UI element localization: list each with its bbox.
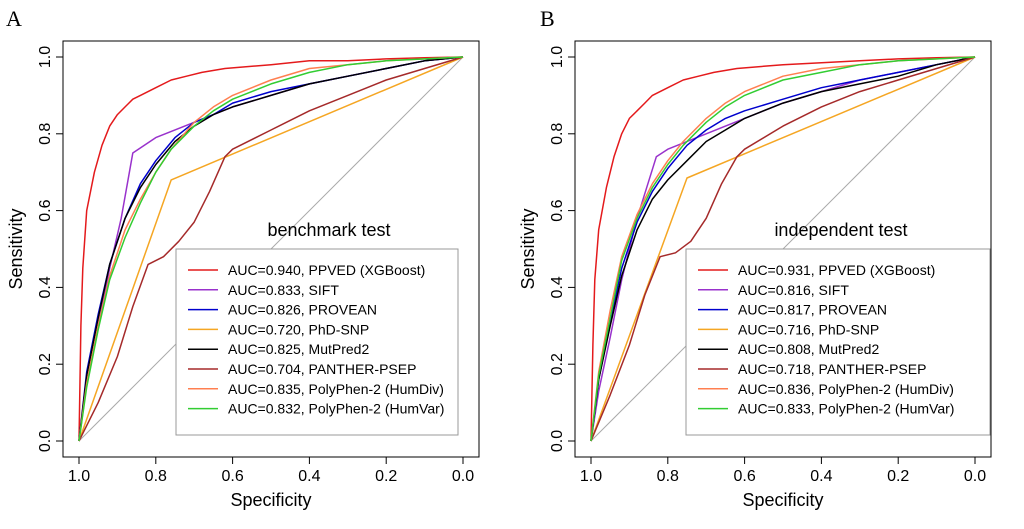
legend-entry: AUC=0.825, MutPred2 — [228, 341, 369, 357]
legend-entry: AUC=0.716, PhD-SNP — [738, 321, 879, 337]
panel-a-letter: A — [6, 6, 22, 31]
y-tick-label: 0.6 — [37, 199, 54, 221]
panel-b-y-axis: 0.0 0.2 0.4 0.6 0.8 1.0 — [549, 46, 575, 452]
panel-a-y-axis-title: Sensitivity — [6, 208, 26, 289]
x-tick-label: 0.0 — [452, 468, 474, 485]
panel-b-legend-box — [685, 248, 991, 436]
panel-b-annotation: independent test — [774, 220, 907, 240]
x-tick-label: 0.6 — [221, 468, 243, 485]
legend-entry: AUC=0.835, PolyPhen-2 (HumDiv) — [228, 381, 444, 397]
panel-b: B 1.0 0.8 0.6 0.4 0.2 0.0 0.00.20.40.60.81.0 … — [518, 6, 992, 510]
roc-curve-4 — [590, 56, 976, 442]
roc-curve-0 — [78, 56, 464, 442]
roc-curve-3 — [590, 56, 976, 442]
y-tick-label: 1.0 — [37, 46, 54, 68]
y-tick-label: 0.8 — [37, 123, 54, 145]
panel-a-y-axis: 0.0 0.2 0.4 0.6 0.8 1.0 — [37, 46, 63, 452]
legend-entry: AUC=0.832, PolyPhen-2 (HumVar) — [228, 401, 444, 417]
legend-entry: AUC=0.931, PPVED (XGBoost) — [738, 262, 935, 278]
panel-b-curves — [590, 56, 976, 442]
y-tick-label: 0.0 — [37, 430, 54, 452]
panel-a-legend: AUC=0.940, PPVED (XGBoost) AUC=0.833, SIF… — [175, 248, 459, 436]
legend-entry: AUC=0.836, PolyPhen-2 (HumDiv) — [738, 381, 954, 397]
y-tick-label: 0.4 — [37, 276, 54, 298]
x-tick-label: 0.8 — [657, 468, 679, 485]
roc-curve-2 — [590, 56, 976, 442]
x-tick-label: 0.0 — [964, 468, 986, 485]
legend-entry: AUC=0.808, MutPred2 — [738, 341, 879, 357]
legend-entry: AUC=0.833, SIFT — [228, 282, 339, 298]
panel-b-x-axis: 1.0 0.8 0.6 0.4 0.2 0.0 — [580, 457, 986, 485]
panel-a-x-axis-title: Specificity — [230, 490, 311, 510]
legend-entry: AUC=0.720, PhD-SNP — [228, 321, 369, 337]
legend-entry: AUC=0.817, PROVEAN — [738, 302, 887, 318]
panel-a: A 1.0 0.8 0.6 0.4 0.2 0.0 0.00.20.40.60.81.0 … — [6, 6, 480, 510]
legend-entry: AUC=0.704, PANTHER-PSEP — [228, 361, 416, 377]
y-tick-label: 0.2 — [37, 353, 54, 375]
roc-curve-3 — [78, 56, 464, 442]
panel-a-annotation: benchmark test — [267, 220, 390, 240]
roc-curve-7 — [590, 56, 976, 442]
panel-a-x-axis: 1.0 0.8 0.6 0.4 0.2 0.0 — [68, 457, 474, 485]
x-tick-label: 0.8 — [145, 468, 167, 485]
x-tick-label: 1.0 — [580, 468, 602, 485]
panel-b-x-axis-title: Specificity — [742, 490, 823, 510]
x-tick-label: 0.6 — [733, 468, 755, 485]
roc-curve-5 — [78, 56, 464, 442]
panel-a-curves — [78, 56, 464, 442]
y-tick-label: 0.6 — [549, 199, 566, 221]
y-tick-label: 0.4 — [549, 276, 566, 298]
legend-entry: AUC=0.718, PANTHER-PSEP — [738, 361, 926, 377]
y-tick-label: 0.0 — [549, 430, 566, 452]
panel-a-legend-box — [175, 248, 459, 436]
x-tick-label: 1.0 — [68, 468, 90, 485]
panel-b-legend-items: AUC=0.931, PPVED (XGBoost) AUC=0.816, SIF… — [698, 262, 954, 417]
x-tick-label: 0.2 — [375, 468, 397, 485]
x-tick-label: 0.2 — [887, 468, 909, 485]
panel-a-legend-items: AUC=0.940, PPVED (XGBoost) AUC=0.833, SIF… — [188, 262, 444, 417]
y-tick-label: 0.2 — [549, 353, 566, 375]
x-tick-label: 0.4 — [298, 468, 320, 485]
panel-b-plot-box — [574, 40, 992, 458]
y-tick-label: 1.0 — [549, 46, 566, 68]
panel-a-plot-box — [62, 40, 480, 458]
roc-curve-7 — [78, 56, 464, 442]
legend-entry: AUC=0.826, PROVEAN — [228, 302, 377, 318]
x-tick-label: 0.4 — [810, 468, 832, 485]
panel-b-y-axis-title: Sensitivity — [518, 208, 538, 289]
panel-b-legend: AUC=0.931, PPVED (XGBoost) AUC=0.816, SIF… — [685, 248, 991, 436]
legend-entry: AUC=0.940, PPVED (XGBoost) — [228, 262, 425, 278]
panel-b-letter: B — [540, 6, 555, 31]
y-tick-label: 0.8 — [549, 123, 566, 145]
legend-entry: AUC=0.816, SIFT — [738, 282, 849, 298]
legend-entry: AUC=0.833, PolyPhen-2 (HumVar) — [738, 401, 954, 417]
roc-curve-0 — [590, 56, 976, 442]
roc-curve-5 — [590, 56, 976, 442]
